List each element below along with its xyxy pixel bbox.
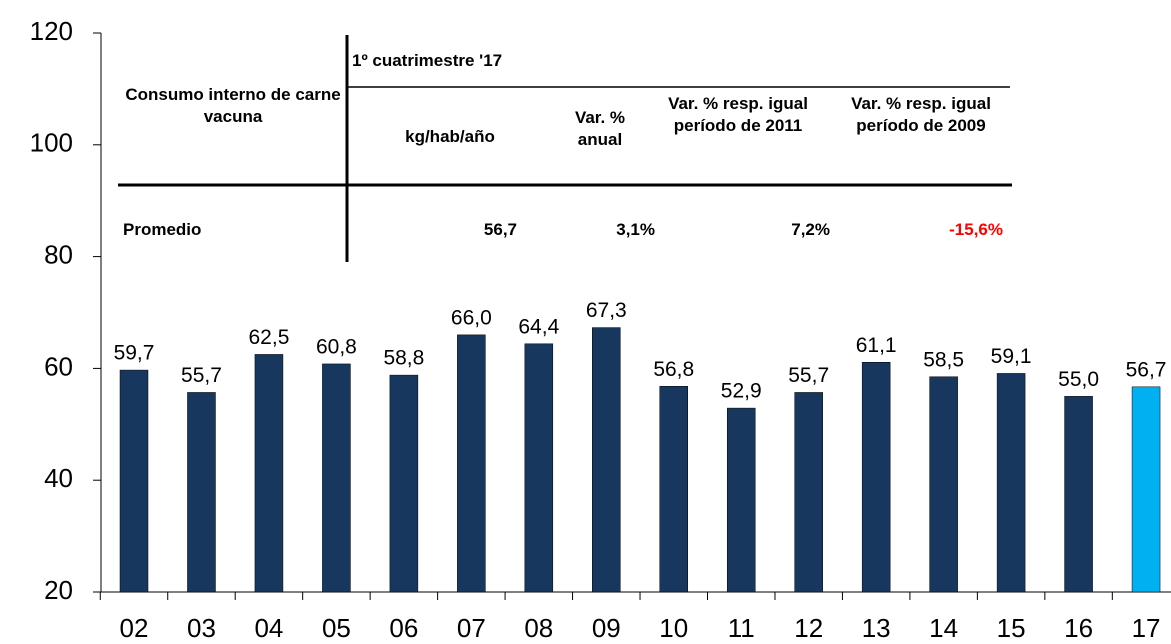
table-period: 1º cuatrimestre '17: [352, 51, 503, 70]
bar: [929, 376, 958, 593]
data-label: 56,8: [653, 358, 694, 381]
data-label: 59,7: [114, 342, 155, 365]
y-tick-label: 40: [44, 463, 73, 493]
x-tick-label: 14: [929, 613, 958, 643]
y-tick-label: 60: [44, 351, 73, 381]
data-label: 56,7: [1126, 358, 1167, 381]
bar: [659, 386, 689, 593]
bar: [254, 354, 284, 593]
x-tick-label: 06: [389, 613, 418, 643]
x-tick-label: 02: [120, 613, 149, 643]
table-column: Var. % resp. igual período de 2011: [668, 94, 808, 135]
table-column: Var. % anual: [574, 108, 626, 149]
bar: [322, 363, 351, 593]
table-row-header: Consumo interno de carne vacuna: [125, 85, 341, 126]
x-tick-label: 08: [524, 613, 553, 643]
bar: [726, 407, 756, 593]
data-label: 60,8: [316, 335, 357, 358]
table-cell: -15,6%: [949, 220, 1003, 239]
x-tick-label: 13: [862, 613, 891, 643]
data-label: 64,4: [518, 315, 559, 338]
y-tick-label: 120: [30, 16, 73, 46]
table-column: Var. % resp. igual período de 2009: [851, 94, 991, 135]
x-tick-label: 17: [1132, 613, 1161, 643]
data-label: 58,5: [923, 348, 964, 371]
x-tick-label: 09: [592, 613, 621, 643]
data-label: 55,0: [1058, 368, 1099, 391]
x-tick-label: 16: [1064, 613, 1093, 643]
x-tick-label: 03: [187, 613, 216, 643]
table-cell: 3,1%: [616, 220, 655, 239]
x-tick-label: 04: [254, 613, 283, 643]
table-cell: 56,7: [483, 220, 517, 239]
x-tick-label: 05: [322, 613, 351, 643]
bar: [524, 343, 554, 593]
data-label: 52,9: [721, 380, 762, 403]
bar: [389, 374, 419, 593]
table-row-label: Promedio: [123, 220, 202, 239]
data-label: 55,7: [788, 364, 829, 387]
data-label: 62,5: [249, 326, 290, 349]
bar: [1064, 396, 1093, 593]
bar: [996, 373, 1026, 593]
x-tick-label: 10: [659, 613, 688, 643]
bar: [119, 369, 149, 593]
bar: [861, 362, 891, 593]
bar: [457, 334, 486, 593]
table-cell: 7,2%: [791, 220, 830, 239]
x-tick-label: 15: [997, 613, 1026, 643]
x-tick-label: 07: [457, 613, 486, 643]
data-label: 55,7: [181, 364, 222, 387]
bar: [794, 392, 823, 593]
bar: [187, 392, 216, 593]
x-tick-label: 12: [794, 613, 823, 643]
data-label: 61,1: [856, 334, 897, 357]
table-column: kg/hab/año: [405, 127, 495, 146]
bar: [592, 327, 621, 593]
data-label: 67,3: [586, 299, 627, 322]
data-label: 58,8: [383, 347, 424, 370]
x-tick-label: 11: [728, 613, 755, 643]
y-tick-label: 80: [44, 239, 73, 269]
bar: [1131, 386, 1161, 593]
y-tick-label: 20: [44, 575, 73, 605]
data-label: 66,0: [451, 306, 492, 329]
y-tick-label: 100: [30, 128, 73, 158]
data-label: 59,1: [991, 345, 1032, 368]
